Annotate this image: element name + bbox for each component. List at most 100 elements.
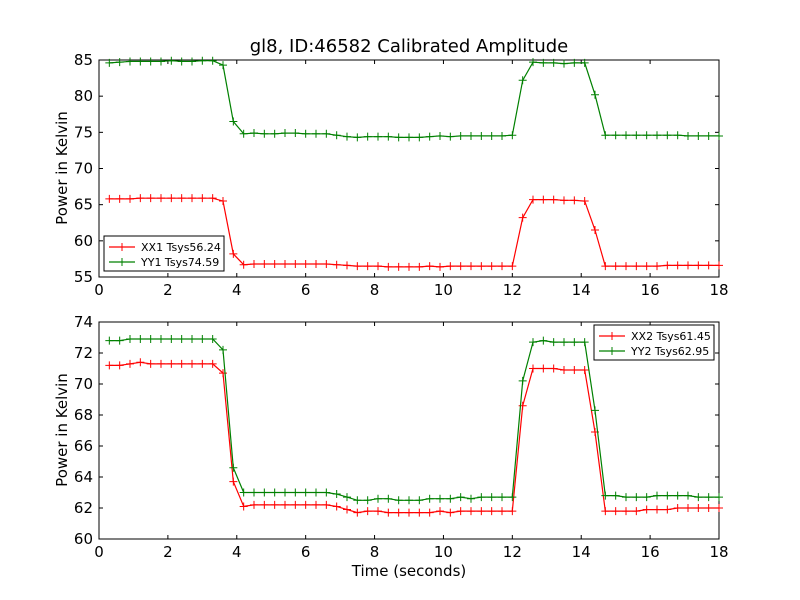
top-series-0-point [663, 261, 672, 270]
bottom-series-1-point [136, 335, 145, 344]
top-series-0-point [260, 259, 269, 268]
bottom-x-tick-label: 4 [232, 543, 242, 561]
top-series-1-point [229, 117, 238, 126]
top-series-0-point [250, 259, 258, 268]
bottom-series-1-point [673, 491, 682, 500]
top-series-1-point [239, 129, 248, 138]
bottom-series-1-point [611, 491, 620, 500]
bottom-series-1-point [570, 338, 579, 347]
top-series-1-point [312, 129, 320, 138]
top-series-0-point [715, 261, 723, 270]
bottom-series-0-point [229, 477, 238, 486]
top-x-tick-label: 8 [370, 281, 380, 299]
bottom-series-group [105, 335, 723, 517]
top-series-0-point [105, 194, 114, 203]
top-series-1-point [715, 131, 723, 140]
bottom-series-1-point [260, 488, 269, 497]
bottom-series-0-point [694, 504, 703, 512]
top-x-tick-label: 16 [641, 281, 660, 299]
top-series-1-point [322, 129, 331, 138]
bottom-series-1-point [239, 488, 248, 497]
bottom-series-0-point [343, 505, 351, 514]
top-series-1-point [570, 58, 579, 67]
top-series-0-point [177, 194, 186, 203]
top-series-0-point [704, 261, 713, 270]
bottom-series-1-point [405, 496, 413, 505]
bottom-legend-marker-1 [608, 347, 616, 355]
top-series-0-point [436, 262, 444, 271]
bottom-series-1-point [167, 335, 176, 344]
bottom-series-1-point [580, 338, 589, 347]
top-series-0-point [363, 262, 372, 271]
bottom-series-1-point [126, 335, 134, 344]
top-series-0-point [425, 262, 434, 271]
bottom-y-tick-label: 62 [74, 499, 93, 517]
bottom-x-tick-label: 12 [503, 543, 522, 561]
top-series-0-point [529, 195, 537, 204]
bottom-series-0-point [291, 500, 300, 509]
top-series-0-point [539, 195, 548, 204]
bottom-series-1-point [115, 336, 124, 345]
top-series-0-point [115, 194, 124, 203]
bottom-y-tick-label: 72 [74, 344, 93, 362]
top-series-1-point [642, 131, 651, 140]
bottom-series-1-point [436, 494, 444, 503]
top-series-0-point [239, 260, 248, 269]
bottom-series-1-point [446, 494, 455, 503]
top-series-0-point [580, 197, 589, 206]
bottom-series-0-point [239, 502, 248, 511]
bottom-series-1-point [663, 491, 672, 500]
top-series-1-point [487, 131, 496, 140]
bottom-series-0-point [529, 364, 537, 373]
bottom-series-0-point [653, 505, 661, 514]
bottom-series-0-point [580, 366, 589, 375]
bottom-series-0-point [136, 358, 145, 367]
top-series-0-point [198, 194, 207, 203]
bottom-x-tick-label: 0 [94, 543, 104, 561]
bottom-legend: XX2 Tsys61.45 YY2 Tsys62.95 [593, 324, 715, 361]
bottom-series-0-point [157, 359, 165, 368]
bottom-series-1-point [208, 335, 217, 344]
top-series-0-point [508, 262, 517, 271]
bottom-y-tick-label: 66 [74, 437, 93, 455]
top-series-0-point [467, 262, 475, 271]
bottom-series-1-point [508, 493, 517, 502]
top-series-1-point [611, 131, 620, 140]
bottom-series-0-point [622, 507, 630, 516]
top-series-1-point [529, 58, 537, 67]
top-legend-box [103, 235, 225, 272]
top-series-1-point [498, 131, 506, 140]
top-series-0-point [632, 262, 641, 271]
top-series-0-point [560, 196, 568, 205]
top-series-1-point [126, 57, 134, 66]
top-series-0-point [684, 261, 692, 270]
top-series-1-point [115, 58, 124, 67]
top-series-0-point [208, 194, 217, 203]
top-x-tick-label: 18 [709, 281, 728, 299]
top-series-1-point [105, 58, 114, 67]
bottom-x-tick-label: 16 [641, 543, 660, 561]
top-y-axis-label: Power in Kelvin [53, 111, 71, 225]
top-series-0-point [456, 262, 465, 271]
bottom-series-0-point [250, 500, 258, 509]
bottom-y-tick-label: 60 [74, 530, 93, 548]
bottom-y-tick-label: 64 [74, 468, 93, 486]
top-x-tick-label: 14 [572, 281, 591, 299]
top-series-0-point [136, 194, 145, 203]
top-series-0-point [343, 261, 351, 270]
top-series-group [105, 56, 723, 271]
bottom-series-0-point [353, 508, 362, 517]
bottom-series-1-point [425, 494, 434, 503]
bottom-series-1-point [549, 338, 558, 347]
top-series-0-point [446, 262, 455, 271]
top-series-1-point [467, 131, 475, 140]
top-series-1-point [508, 131, 517, 140]
bottom-series-0-point [673, 504, 682, 512]
bottom-series-1-point [219, 345, 227, 354]
bottom-series-0-point [177, 359, 186, 368]
bottom-series-0-point [477, 507, 486, 516]
bottom-x-tick-label: 8 [370, 543, 380, 561]
bottom-series-0-point [126, 359, 134, 368]
top-series-0-point [642, 262, 651, 271]
top-series-1-point [353, 133, 362, 142]
